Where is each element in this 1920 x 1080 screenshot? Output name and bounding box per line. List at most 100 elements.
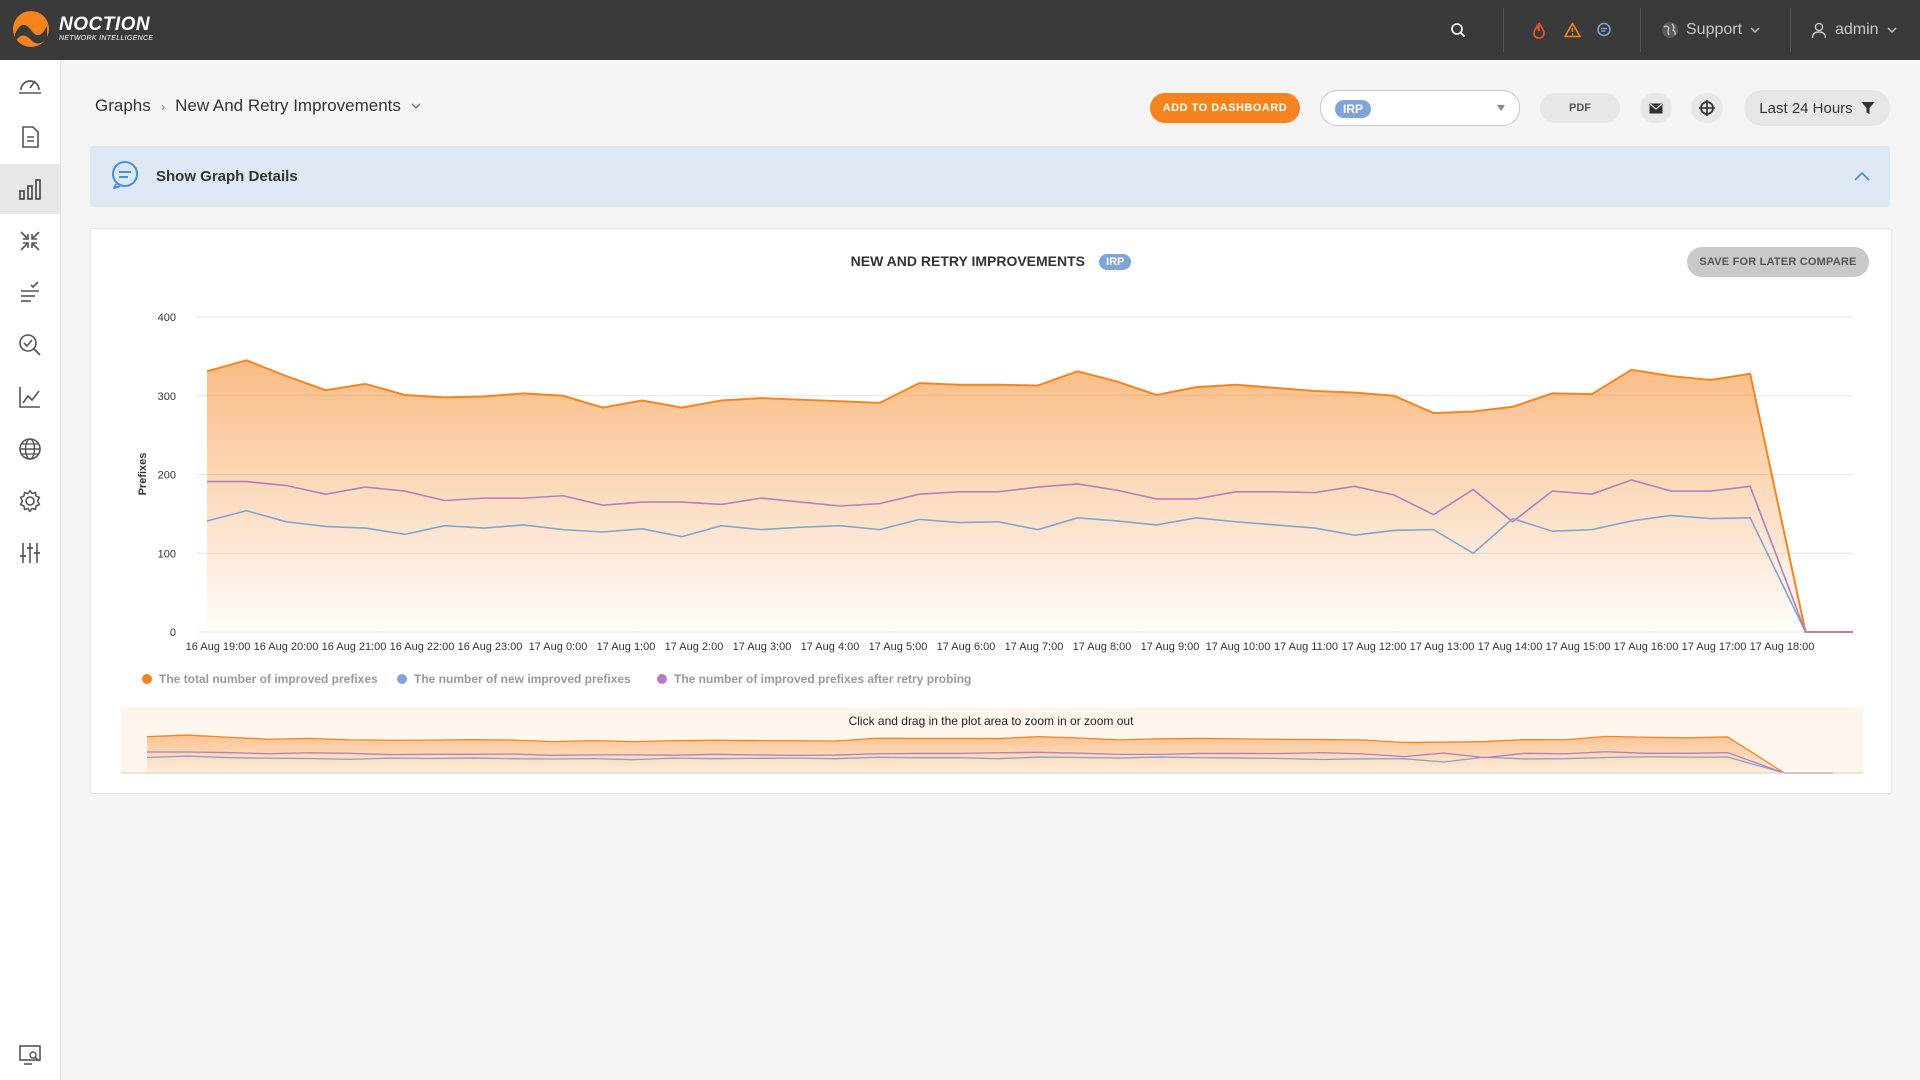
breadcrumb-root[interactable]: Graphs [95,96,151,115]
x-tick-label: 16 Aug 23:00 [458,641,523,653]
navigator-area [147,735,1833,773]
noction-logo-icon [13,11,49,47]
x-tick-label: 17 Aug 18:00 [1750,641,1815,653]
user-menu[interactable]: admin [1811,0,1897,60]
breadcrumb: Graphs › New And Retry Improvements [95,96,421,116]
save-for-later-compare-button[interactable]: SAVE FOR LATER COMPARE [1687,247,1869,277]
dashboard-icon [19,80,41,94]
chart-title: NEW AND RETRY IMPROVEMENTS IRP [91,253,1891,270]
mail-icon [1649,103,1663,113]
chevron-down-icon[interactable] [411,103,421,109]
x-tick-label: 17 Aug 8:00 [1073,641,1132,653]
x-tick-label: 17 Aug 14:00 [1478,641,1543,653]
x-tick-label: 17 Aug 7:00 [1005,641,1064,653]
search-analysis-icon [19,334,41,356]
y-tick-label: 0 [170,627,176,639]
navigator-hint: Click and drag in the plot area to zoom … [849,714,1134,728]
time-range-label: Last 24 Hours [1759,99,1853,117]
fire-icon [1533,22,1545,39]
series-line-1[interactable] [206,509,1853,633]
legend-marker[interactable] [397,674,407,684]
search-icon [1451,23,1466,38]
warning-button[interactable] [1564,0,1581,60]
warning-icon [1564,22,1581,38]
legend-item[interactable]: The total number of improved prefixes [159,672,378,686]
time-range-button[interactable]: Last 24 Hours [1744,90,1890,126]
x-tick-label: 17 Aug 1:00 [597,641,656,653]
sidebar [0,60,61,1080]
divider [1790,8,1791,52]
chart-title-text: NEW AND RETRY IMPROVEMENTS [850,253,1086,269]
x-tick-label: 17 Aug 12:00 [1342,641,1407,653]
x-tick-label: 17 Aug 11:00 [1274,641,1338,653]
breadcrumb-current: New And Retry Improvements [175,96,401,115]
x-tick-label: 16 Aug 21:00 [322,641,387,653]
graph-details-toggle[interactable]: Show Graph Details [90,146,1890,207]
x-tick-label: 17 Aug 5:00 [869,641,928,653]
support-menu[interactable]: Support [1661,0,1760,60]
chat-icon [112,161,138,189]
graphs-icon [19,179,41,200]
settings-icon [19,489,41,513]
sidebar-item-analysis[interactable] [0,320,60,370]
support-globe-icon [1662,22,1678,38]
tasks-icon [21,281,39,302]
trend-icon [19,387,40,408]
legend-item[interactable]: The number of improved prefixes after re… [674,672,971,686]
fire-alert-button[interactable] [1532,0,1546,60]
sidebar-item-network[interactable] [0,424,60,474]
sidebar-item-collapse[interactable] [0,216,60,266]
sidebar-item-tasks[interactable] [0,268,60,318]
sidebar-item-dashboard[interactable] [0,60,60,110]
pdf-button[interactable]: PDF [1540,93,1620,123]
sidebar-item-settings[interactable] [0,476,60,526]
legend-marker[interactable] [142,674,152,684]
top-bar: NOCTION NETWORK INTELLIGENCE Support adm… [0,0,1920,60]
sidebar-item-trends[interactable] [0,372,60,422]
chevron-down-icon [1750,27,1760,33]
x-tick-label: 17 Aug 9:00 [1141,641,1200,653]
navigator-series-2 [147,751,1833,774]
legend-item[interactable]: The number of new improved prefixes [414,672,631,686]
chat-icon [1597,22,1611,37]
crosshair-icon [1699,100,1715,116]
sidebar-item-tuning[interactable] [0,528,60,578]
collapse-icon [20,231,40,251]
y-tick-label: 100 [158,548,176,560]
x-tick-label: 17 Aug 13:00 [1410,641,1475,653]
navigator-series-0 [146,734,1833,774]
series-line-2[interactable] [207,479,1853,633]
y-tick-label: 400 [158,312,176,324]
add-to-dashboard-button[interactable]: ADD TO DASHBOARD [1150,93,1300,123]
crosshair-button[interactable] [1691,93,1723,123]
email-button[interactable] [1640,93,1672,123]
monitor-search-icon [19,1045,41,1065]
x-tick-label: 17 Aug 6:00 [937,641,996,653]
messages-button[interactable] [1596,0,1612,60]
x-tick-label: 17 Aug 10:00 [1206,641,1271,653]
x-tick-label: 16 Aug 22:00 [390,641,455,653]
irp-select[interactable]: IRP [1320,90,1520,126]
sidebar-item-reports[interactable] [0,112,60,162]
series-line-0[interactable] [206,359,1853,633]
caret-down-icon [1497,105,1505,111]
legend-marker[interactable] [657,674,667,684]
x-tick-label: 17 Aug 16:00 [1614,641,1679,653]
filter-icon [1861,102,1875,114]
divider [1640,8,1641,52]
sidebar-item-graphs[interactable] [0,164,60,214]
sidebar-item-monitor[interactable] [0,1030,60,1080]
x-tick-label: 17 Aug 0:00 [529,641,588,653]
y-tick-label: 300 [158,391,176,403]
chart-card: NEW AND RETRY IMPROVEMENTS IRP SAVE FOR L… [90,228,1892,794]
x-tick-label: 17 Aug 2:00 [665,641,724,653]
brand-subtitle: NETWORK INTELLIGENCE [59,35,154,42]
user-icon [1811,22,1827,38]
search-button[interactable] [1450,0,1466,60]
user-label: admin [1835,21,1879,38]
tuning-icon [20,543,40,563]
breadcrumb-separator-icon: › [160,98,166,114]
y-tick-label: 200 [158,470,176,482]
logo[interactable]: NOCTION NETWORK INTELLIGENCE [12,10,153,48]
